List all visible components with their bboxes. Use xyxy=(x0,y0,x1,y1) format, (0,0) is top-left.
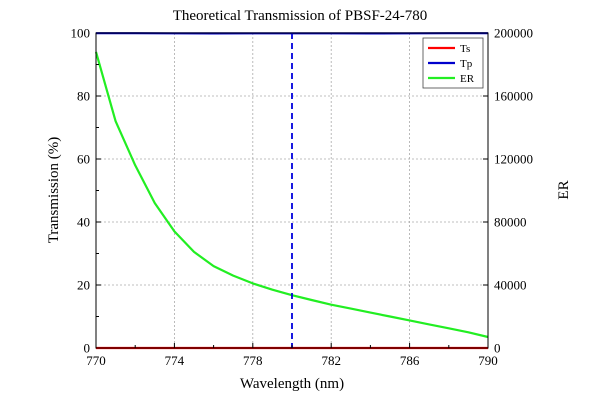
x-tick-label: 770 xyxy=(86,353,106,368)
y2-tick-label: 160000 xyxy=(494,89,533,104)
y2-tick-label: 200000 xyxy=(494,26,533,41)
chart-title: Theoretical Transmission of PBSF-24-780 xyxy=(173,8,428,24)
tick-layer: 770 774 778 782 786 7900204060801000400008000… xyxy=(71,26,534,369)
x-tick-label: 774 xyxy=(165,353,185,368)
x-tick-label: 778 xyxy=(243,353,263,368)
y-tick-label: 60 xyxy=(77,152,90,167)
legend-label-tp: Tp xyxy=(460,58,473,70)
y2-tick-label: 0 xyxy=(494,341,501,356)
legend-label-er: ER xyxy=(460,73,475,85)
y-tick-label: 0 xyxy=(84,341,91,356)
x-tick-label: 790 xyxy=(478,353,498,368)
y2-tick-label: 80000 xyxy=(494,215,527,230)
x-tick-label: 782 xyxy=(321,353,341,368)
x-axis-label: Wavelength (nm) xyxy=(240,376,344,392)
y-tick-label: 40 xyxy=(77,215,90,230)
y2-tick-label: 120000 xyxy=(494,152,533,167)
y-axis-label: Transmission (%) xyxy=(46,137,62,244)
x-tick-label: 786 xyxy=(400,353,420,368)
y2-tick-label: 40000 xyxy=(494,278,527,293)
y-tick-label: 100 xyxy=(71,26,91,41)
y-tick-label: 80 xyxy=(77,89,90,104)
y2-axis-label: ER xyxy=(556,180,572,199)
legend: Ts Tp ER xyxy=(422,37,484,89)
y-tick-label: 20 xyxy=(77,278,90,293)
legend-label-ts: Ts xyxy=(460,43,470,55)
